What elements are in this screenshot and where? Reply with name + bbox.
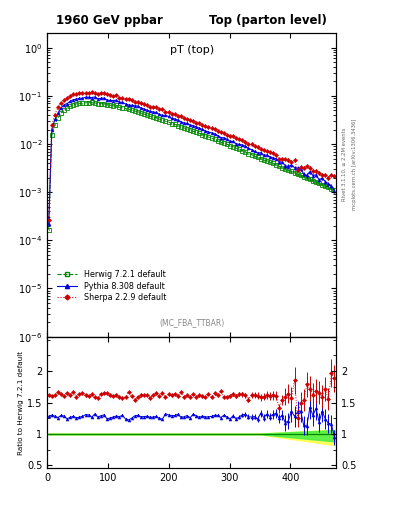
Text: pT (top): pT (top) <box>169 46 214 55</box>
Text: 1960 GeV ppbar: 1960 GeV ppbar <box>56 14 163 27</box>
Text: (MC_FBA_TTBAR): (MC_FBA_TTBAR) <box>159 318 224 328</box>
Legend: Herwig 7.2.1 default, Pythia 8.308 default, Sherpa 2.2.9 default: Herwig 7.2.1 default, Pythia 8.308 defau… <box>57 270 166 302</box>
Y-axis label: Ratio to Herwig 7.2.1 default: Ratio to Herwig 7.2.1 default <box>18 351 24 455</box>
Text: Rivet 3.1.10, ≥ 2.2M events: Rivet 3.1.10, ≥ 2.2M events <box>342 127 347 201</box>
Text: mcplots.cern.ch [arXiv:1306.3436]: mcplots.cern.ch [arXiv:1306.3436] <box>352 118 357 209</box>
Text: Top (parton level): Top (parton level) <box>209 14 327 27</box>
